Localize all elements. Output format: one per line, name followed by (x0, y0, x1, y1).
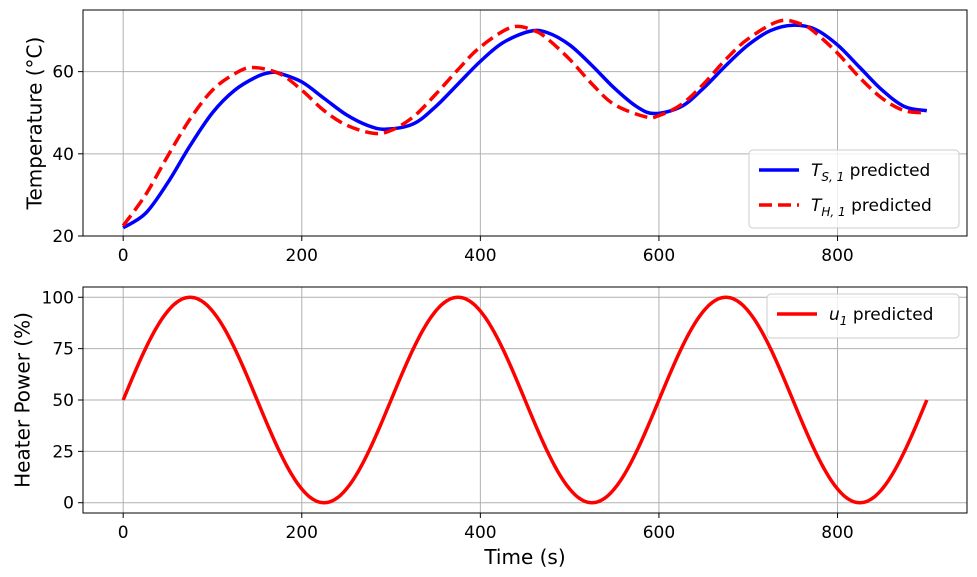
temperature-lines (121, 18, 928, 230)
x-tick-label: 400 (464, 523, 496, 543)
x-tick-label: 0 (118, 523, 129, 543)
x-tick-label: 0 (118, 246, 129, 266)
temperature-subplot: 0 200 400 600 800 20 40 60 Temperature (°C) TS,… (23, 9, 968, 266)
legend-label: u1 predicted (829, 305, 933, 328)
x-tick-label: 200 (286, 523, 318, 543)
series-line-1 (121, 18, 927, 227)
legend-box (748, 149, 960, 229)
temperature-legend: TS, 1 predicted TH, 1 predicted (748, 149, 960, 229)
y-tick-label: 100 (42, 288, 74, 308)
y-tick-label: 50 (52, 391, 74, 411)
legend-box (766, 293, 960, 339)
x-tick-label: 400 (464, 246, 496, 266)
y-tick-label: 75 (52, 340, 74, 360)
y-tick-label: 20 (52, 227, 74, 247)
temperature-ticks: 0 200 400 600 800 20 40 60 (52, 63, 853, 266)
temperature-ylabel: Temperature (°C) (23, 37, 47, 211)
y-tick-label: 40 (52, 145, 74, 165)
heater-power-ticks: 0 200 400 600 800 0 25 50 75 100 (42, 288, 854, 543)
legend-label: TS, 1 predicted (811, 161, 930, 184)
heater-power-subplot: 0 200 400 600 800 0 25 50 75 100 Heater Power (%)… (11, 286, 968, 569)
temperature-axes-frame (82, 9, 968, 237)
y-tick-label: 0 (63, 494, 74, 514)
x-tick-label: 800 (821, 246, 853, 266)
x-tick-label: 600 (643, 523, 675, 543)
y-tick-label: 60 (52, 63, 74, 83)
heater-power-legend: u1 predicted (766, 293, 960, 339)
x-tick-label: 800 (821, 523, 853, 543)
legend-label: TH, 1 predicted (811, 196, 932, 219)
heater-power-grid (83, 287, 967, 513)
heater-power-lines (121, 295, 929, 505)
x-tick-label: 600 (643, 246, 675, 266)
time-xlabel: Time (s) (483, 545, 565, 569)
series-line-0 (121, 295, 929, 505)
heater-power-ylabel: Heater Power (%) (11, 312, 35, 488)
y-tick-label: 25 (52, 442, 74, 462)
x-tick-label: 200 (286, 246, 318, 266)
series-line-0 (122, 23, 928, 230)
